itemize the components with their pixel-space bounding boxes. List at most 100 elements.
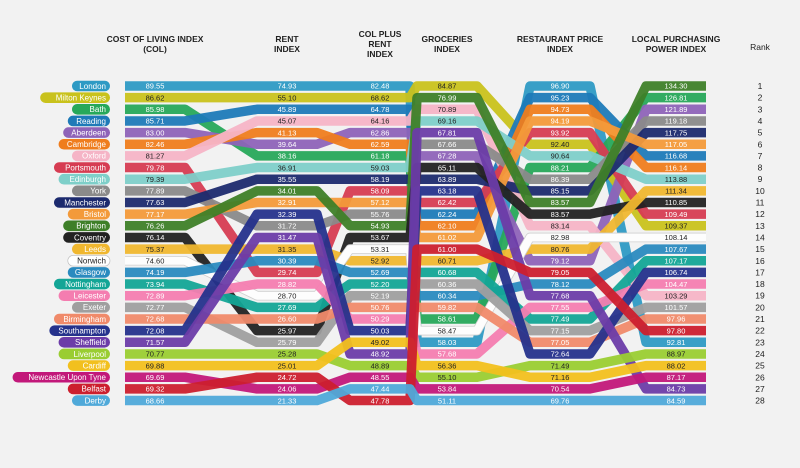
rank-number: 17: [755, 267, 765, 277]
value-label: 62.24: [438, 210, 457, 219]
value-label: 72.89: [146, 291, 165, 300]
value-label: 25.01: [278, 361, 297, 370]
city-label: Sheffield: [75, 338, 106, 347]
value-labels: 89.55 86.62 85.98 85.71 83.00 82.46 81.27 79.78…: [146, 82, 688, 406]
city-pill: [67, 208, 110, 220]
value-label: 56.36: [438, 361, 457, 370]
city-label: Nottingham: [65, 280, 106, 289]
city-label: Exeter: [83, 303, 106, 312]
value-label: 103.29: [665, 291, 688, 300]
city-pill: [67, 360, 110, 371]
value-label: 64.78: [371, 105, 390, 114]
value-label: 119.18: [665, 117, 687, 126]
value-label: 25.28: [278, 350, 297, 359]
value-label: 50.29: [371, 315, 390, 324]
city-label: Glasgow: [75, 268, 106, 277]
value-label: 52.20: [371, 280, 390, 289]
series-bands: [125, 81, 706, 406]
rank-number: 21: [755, 314, 765, 324]
city-pill: [58, 348, 110, 360]
value-label: 31.35: [278, 245, 297, 254]
value-label: 61.02: [438, 233, 457, 242]
value-label: 84.73: [667, 385, 686, 394]
value-label: 59.03: [371, 163, 390, 172]
value-label: 82.48: [371, 82, 390, 91]
value-label: 69.32: [146, 385, 165, 394]
value-label: 53.31: [371, 245, 390, 254]
value-label: 117.05: [665, 140, 687, 149]
value-label: 79.05: [551, 268, 570, 277]
column-header: COL PLUS RENT INDEX: [359, 29, 402, 59]
city-pill: [40, 92, 111, 103]
value-label: 76.26: [146, 222, 165, 231]
series-band: [125, 127, 706, 394]
value-label: 109.37: [665, 222, 688, 231]
value-label: 93.92: [551, 128, 570, 137]
city-label: Liverpool: [74, 350, 107, 359]
value-label: 21.33: [278, 396, 297, 405]
column-headers: COST OF LIVING INDEX (COL) RENT INDEX COL PL…: [107, 29, 771, 59]
value-label: 48.55: [371, 373, 390, 382]
column-header: LOCAL PURCHASING POWER INDEX: [632, 34, 721, 54]
value-label: 104.47: [665, 280, 688, 289]
value-label: 77.15: [551, 326, 570, 335]
value-label: 116.14: [665, 163, 687, 172]
value-label: 83.00: [146, 128, 165, 137]
rank-number: 5: [758, 128, 763, 138]
rank-number: 9: [758, 174, 763, 184]
rank-number: 1: [758, 81, 763, 91]
value-label: 36.91: [278, 163, 297, 172]
value-label: 88.21: [551, 163, 570, 172]
city-label: York: [90, 187, 107, 196]
city-label: Brighton: [76, 222, 106, 231]
value-label: 108.14: [665, 233, 688, 242]
city-pill: [72, 150, 110, 162]
value-label: 47.78: [371, 396, 390, 405]
value-label: 58.61: [438, 315, 457, 324]
city-pill: [54, 162, 110, 173]
value-label: 81.27: [146, 152, 165, 161]
value-label: 94.19: [551, 117, 570, 126]
city-label: Portsmouth: [65, 163, 106, 172]
value-label: 72.77: [146, 303, 165, 312]
value-label: 86.62: [146, 93, 165, 102]
city-pill: [72, 243, 110, 255]
value-label: 69.88: [146, 361, 165, 370]
rank-number: 11: [756, 198, 765, 208]
value-label: 70.77: [146, 350, 165, 359]
rank-number: 27: [755, 384, 765, 394]
value-label: 77.55: [551, 303, 570, 312]
value-label: 126.81: [665, 93, 688, 102]
series-band: [125, 244, 706, 406]
value-label: 72.08: [146, 326, 165, 335]
value-label: 52.69: [371, 268, 390, 277]
city-label: Edinburgh: [70, 175, 106, 184]
value-label: 67.28: [438, 152, 457, 161]
value-label: 85.98: [146, 105, 165, 114]
rank-number: 16: [755, 256, 765, 266]
rank-number: 4: [758, 116, 763, 126]
value-label: 51.11: [438, 396, 456, 405]
value-label: 78.12: [551, 280, 570, 289]
value-label: 117.75: [665, 128, 687, 137]
value-label: 106.74: [665, 268, 688, 277]
value-label: 83.14: [551, 222, 570, 231]
value-label: 47.44: [371, 385, 390, 394]
column-header: RENT INDEX: [274, 34, 300, 54]
value-label: 54.93: [371, 222, 390, 231]
value-label: 72.68: [146, 315, 165, 324]
value-label: 31.72: [278, 222, 297, 231]
series-band: [125, 384, 706, 406]
rank-number: 23: [755, 337, 765, 347]
value-label: 110.85: [665, 198, 687, 207]
value-label: 88.97: [667, 350, 686, 359]
value-label: 111.34: [665, 187, 687, 196]
value-label: 69.16: [438, 117, 457, 126]
rank-number: 12: [755, 209, 765, 219]
city-label: Bath: [90, 105, 106, 114]
value-label: 29.74: [278, 268, 297, 277]
value-label: 28.70: [278, 291, 297, 300]
city-label: Leeds: [84, 245, 106, 254]
city-pill: [72, 395, 110, 406]
value-label: 70.54: [551, 385, 570, 394]
